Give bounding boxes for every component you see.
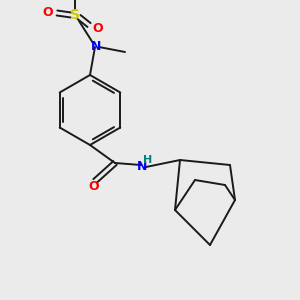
Text: O: O (43, 7, 53, 20)
Text: H: H (143, 155, 153, 165)
Text: S: S (70, 8, 80, 22)
Text: O: O (93, 22, 103, 35)
Text: N: N (137, 160, 147, 172)
Text: N: N (91, 40, 101, 52)
Text: O: O (89, 181, 99, 194)
